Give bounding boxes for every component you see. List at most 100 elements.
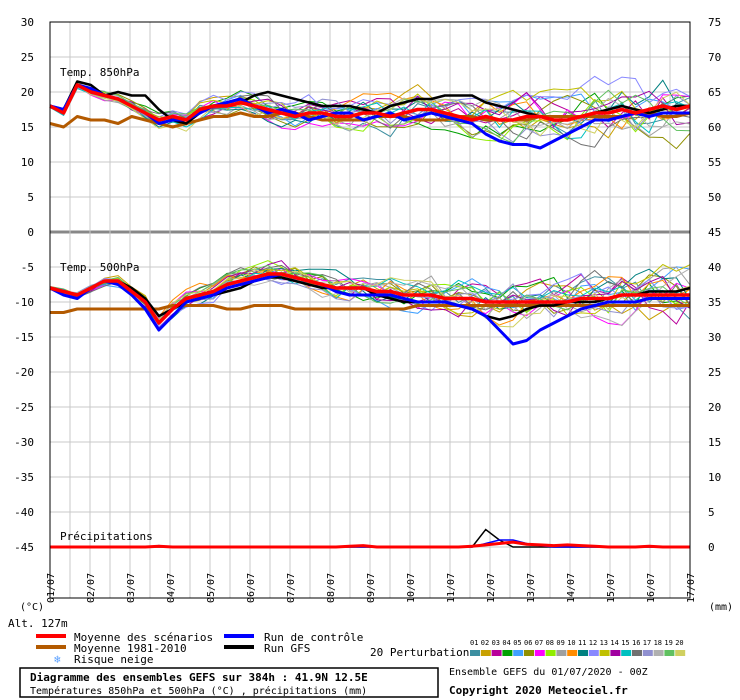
perturbation-swatch (513, 650, 524, 656)
x-tick-label: 07/07 (286, 573, 297, 603)
x-tick-label: 04/07 (166, 573, 177, 603)
right-tick-label: 10 (708, 471, 721, 484)
perturbation-swatch (534, 650, 545, 656)
perturbation-id: 09 (556, 639, 564, 647)
right-tick-label: 45 (708, 226, 721, 239)
perturbation-id: 10 (567, 639, 575, 647)
perturbation-id: 12 (589, 639, 597, 647)
left-tick-label: 15 (21, 121, 34, 134)
x-tick-label: 14/07 (566, 573, 577, 603)
perturbation-swatch (524, 650, 534, 656)
perturbation-id: 20 (675, 639, 683, 647)
perturbation-swatch (502, 650, 513, 656)
perturbation-id: 18 (654, 639, 662, 647)
series-line-t850 (49, 83, 691, 122)
perturbation-id: 02 (481, 639, 489, 647)
perturbation-id: 07 (535, 639, 543, 647)
perturbation-swatch (621, 650, 632, 656)
legend-label-gfs: Run GFS (264, 642, 310, 655)
perturbation-id: 06 (524, 639, 532, 647)
perturbation-swatch (632, 650, 642, 656)
right-tick-label: 30 (708, 331, 721, 344)
series-line-t500 (49, 272, 690, 325)
main-series-lines (49, 80, 691, 549)
left-tick-label: 25 (21, 51, 34, 64)
left-tick-label: -35 (14, 471, 34, 484)
perturbation-id: 05 (513, 639, 521, 647)
x-tick-label: 12/07 (486, 573, 497, 603)
perturbation-swatch (470, 650, 480, 656)
legend-label-snow: Risque neige (74, 653, 153, 666)
series-line-t850 (49, 83, 690, 150)
perturbation-legend: 01 02 03 04 05 06 07 08 09 10 11 12 13 14 15 16 17 18 19 20 (470, 639, 686, 656)
x-tick-label: 13/07 (526, 573, 537, 603)
right-tick-label: 60 (708, 121, 721, 134)
right-tick-label: 0 (708, 541, 715, 554)
perturbation-swatch (664, 650, 675, 656)
perturbations-label: 20 Perturbations (370, 646, 476, 659)
x-tick-label: 10/07 (406, 573, 417, 603)
x-tick-label: 03/07 (126, 573, 137, 603)
right-tick-label: 5 (708, 506, 715, 519)
perturbation-swatch (588, 650, 599, 656)
right-axis-unit: (mm) (709, 602, 733, 613)
right-tick-label: 55 (708, 156, 721, 169)
perturbation-line (49, 79, 691, 128)
series-line-t500 (50, 304, 690, 314)
perturbation-id: 13 (600, 639, 608, 647)
perturbation-swatch (491, 650, 502, 656)
footer-subtitle: Températures 850hPa et 500hPa (°C) , pré… (30, 685, 367, 697)
left-tick-label: 30 (21, 16, 34, 29)
x-tick-label: 06/07 (246, 573, 257, 603)
snowflake-icon: ❄ (54, 653, 61, 666)
perturbation-id: 17 (643, 639, 651, 647)
x-tick-label: 05/07 (206, 573, 217, 603)
perturbation-id: 15 (621, 639, 629, 647)
run-info: Ensemble GEFS du 01/07/2020 - 00Z (449, 667, 648, 678)
legend-swatch-gfs (224, 645, 254, 649)
perturbation-id: 19 (664, 639, 672, 647)
perturbation-line (49, 75, 691, 118)
legend-label-climate: Moyenne 1981-2010 (74, 642, 187, 655)
series-line-precip (50, 540, 690, 549)
x-tick-label: 16/07 (646, 573, 657, 603)
left-tick-label: 5 (27, 191, 34, 204)
x-tick-label: 02/07 (86, 573, 97, 603)
perturbation-swatch (480, 650, 491, 656)
panel-label-t500: Temp. 500hPa (60, 261, 139, 274)
left-tick-label: -25 (14, 401, 34, 414)
perturbation-swatch (610, 650, 621, 656)
x-tick-label: 17/07 (686, 573, 697, 603)
left-tick-label: -10 (14, 296, 34, 309)
perturbation-swatch (578, 650, 588, 656)
legend-swatch-mean (36, 634, 66, 638)
perturbation-swatch (545, 650, 556, 656)
perturbation-id: 03 (492, 639, 500, 647)
legend-swatch-control (224, 634, 254, 638)
right-tick-label: 75 (708, 16, 721, 29)
perturbation-id: 01 (470, 639, 478, 647)
x-tick-label: 08/07 (326, 573, 337, 603)
series-line-t500 (49, 272, 690, 346)
legend-label-control: Run de contrôle (264, 631, 363, 644)
x-tick-label: 01/07 (46, 573, 57, 603)
right-tick-label: 70 (708, 51, 721, 64)
left-tick-label: -5 (21, 261, 34, 274)
footer-box (19, 667, 439, 698)
left-tick-label: 0 (27, 226, 34, 239)
perturbation-id: 08 (546, 639, 554, 647)
legend-label-mean: Moyenne des scénarios (74, 631, 213, 644)
right-tick-label: 20 (708, 401, 721, 414)
perturbation-swatch (653, 650, 664, 656)
right-tick-label: 25 (708, 366, 721, 379)
left-tick-label: -30 (14, 436, 34, 449)
right-tick-label: 40 (708, 261, 721, 274)
x-tick-label: 15/07 (606, 573, 617, 603)
panel-label-precip: Précipitations (60, 530, 153, 543)
panel-label-t850: Temp. 850hPa (60, 66, 139, 79)
perturbation-swatch (567, 650, 578, 656)
left-tick-label: -20 (14, 366, 34, 379)
chart-axes: 302520151050-5-10-15-20-25-30-35-40-4575… (14, 16, 721, 603)
left-axis-unit: (°C) (20, 602, 44, 613)
x-tick-label: 09/07 (366, 573, 377, 603)
